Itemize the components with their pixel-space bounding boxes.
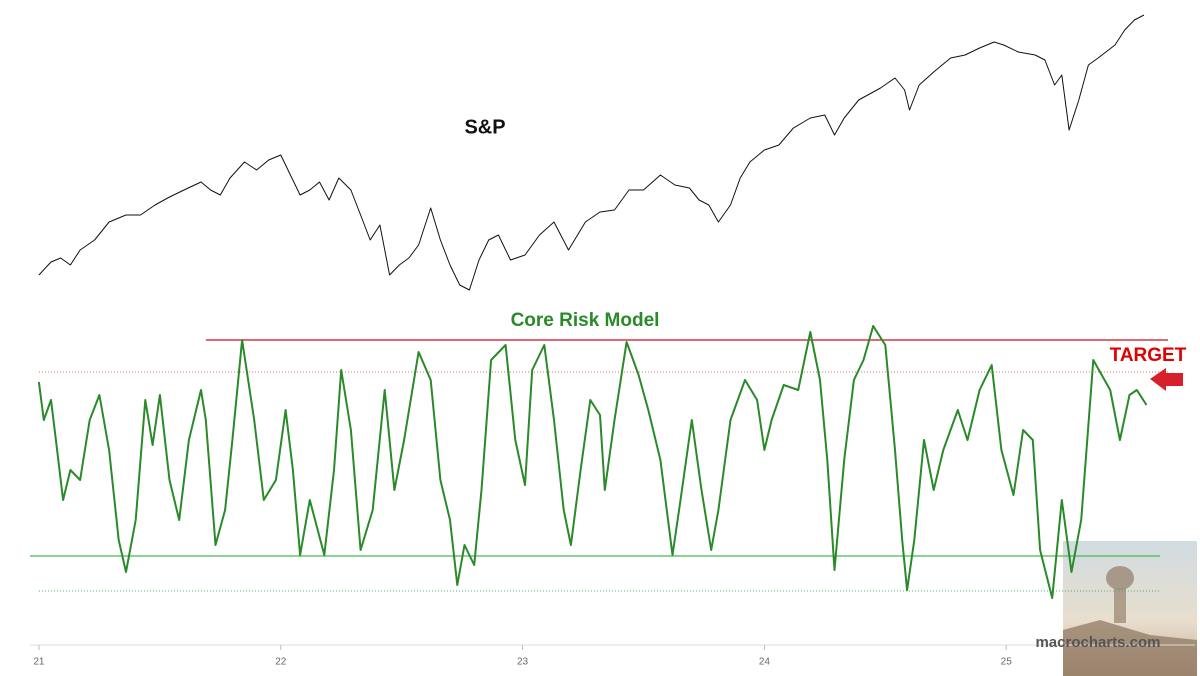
series-line <box>37 325 1148 599</box>
x-tick-label: 25 <box>1001 657 1013 668</box>
annotation: TARGET <box>1110 345 1187 366</box>
x-tick-label: 22 <box>275 657 287 668</box>
x-tick-label: 23 <box>517 657 529 668</box>
watermark: macrocharts.com <box>1035 634 1160 651</box>
target-arrow <box>1150 368 1183 391</box>
chart-title: Core Risk Model <box>511 310 660 331</box>
x-tick-label: 21 <box>33 657 45 668</box>
x-tick-label: 24 <box>759 657 771 668</box>
watermark-photo <box>1063 541 1197 676</box>
series-line <box>38 14 1145 291</box>
chart-title: S&P <box>464 116 505 138</box>
